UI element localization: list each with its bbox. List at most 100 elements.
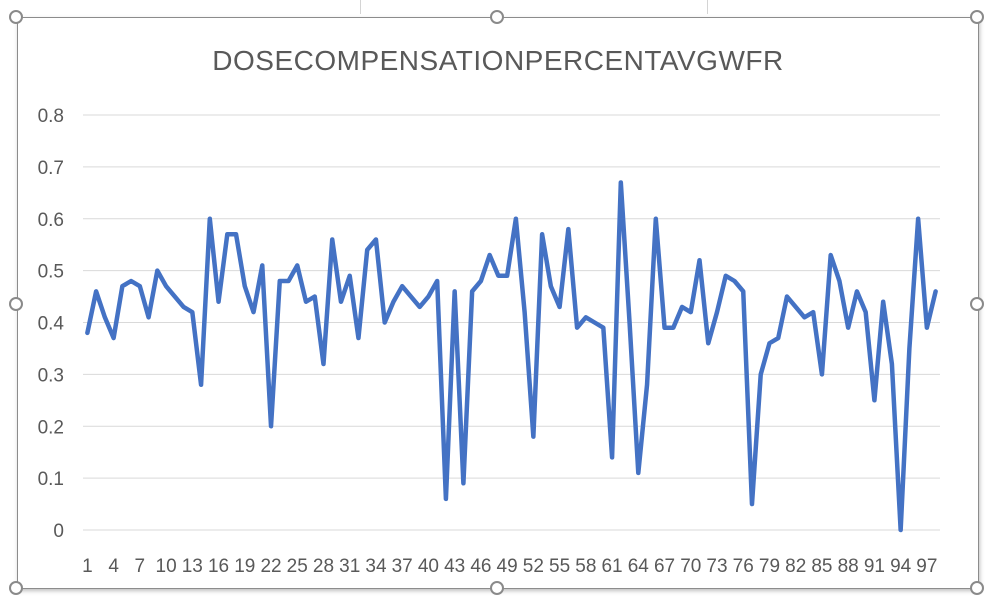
data-point[interactable] [872, 398, 876, 402]
data-point[interactable] [864, 310, 868, 314]
data-point[interactable] [243, 284, 247, 288]
data-point[interactable] [348, 274, 352, 278]
chart-area[interactable]: DOSECOMPENSATIONPERCENTAVGWFR 0 0.1 0.2 0.3… [17, 17, 979, 589]
data-point[interactable] [706, 341, 710, 345]
data-point[interactable] [549, 284, 553, 288]
data-point[interactable] [400, 284, 404, 288]
series-line[interactable] [85, 180, 938, 533]
data-point[interactable] [287, 279, 291, 283]
data-point[interactable] [680, 305, 684, 309]
data-point[interactable] [479, 279, 483, 283]
data-point[interactable] [558, 305, 562, 309]
data-point[interactable] [418, 305, 422, 309]
data-point[interactable] [654, 217, 658, 221]
data-point[interactable] [269, 424, 273, 428]
data-point[interactable] [321, 362, 325, 366]
data-point[interactable] [829, 253, 833, 257]
data-point[interactable] [732, 279, 736, 283]
data-point[interactable] [365, 248, 369, 252]
data-point[interactable] [278, 279, 282, 283]
data-point[interactable] [584, 315, 588, 319]
data-point[interactable] [776, 336, 780, 340]
data-point[interactable] [234, 232, 238, 236]
data-point[interactable] [767, 341, 771, 345]
data-point[interactable] [698, 258, 702, 262]
data-point[interactable] [531, 435, 535, 439]
data-point[interactable] [741, 289, 745, 293]
data-point[interactable] [523, 310, 527, 314]
data-point[interactable] [444, 497, 448, 501]
data-point[interactable] [426, 295, 430, 299]
data-point[interactable] [496, 274, 500, 278]
data-point[interactable] [750, 502, 754, 506]
data-point[interactable] [252, 310, 256, 314]
data-point[interactable] [435, 279, 439, 283]
data-point[interactable] [724, 274, 728, 278]
data-point[interactable] [313, 295, 317, 299]
resize-handle-top[interactable] [490, 10, 504, 24]
data-point[interactable] [837, 279, 841, 283]
data-point[interactable] [225, 232, 229, 236]
data-point[interactable] [802, 315, 806, 319]
resize-handle-top-left[interactable] [9, 10, 23, 24]
data-point[interactable] [155, 269, 159, 273]
data-point[interactable] [374, 238, 378, 242]
data-point[interactable] [356, 336, 360, 340]
data-point[interactable] [295, 263, 299, 267]
data-point[interactable] [182, 305, 186, 309]
data-point[interactable] [112, 336, 116, 340]
data-point[interactable] [907, 346, 911, 350]
data-point[interactable] [339, 300, 343, 304]
resize-handle-right[interactable] [970, 297, 984, 311]
resize-handle-bottom[interactable] [490, 581, 504, 595]
data-point[interactable] [628, 321, 632, 325]
data-point[interactable] [811, 310, 815, 314]
data-point[interactable] [540, 232, 544, 236]
data-point[interactable] [663, 326, 667, 330]
chart-title[interactable]: DOSECOMPENSATIONPERCENTAVGWFR [212, 45, 783, 76]
data-point[interactable] [671, 326, 675, 330]
data-point[interactable] [138, 284, 142, 288]
resize-handle-bottom-left[interactable] [9, 581, 23, 595]
data-point[interactable] [173, 295, 177, 299]
data-point[interactable] [645, 383, 649, 387]
data-point[interactable] [820, 372, 824, 376]
resize-handle-bottom-right[interactable] [970, 581, 984, 595]
data-point[interactable] [129, 279, 133, 283]
data-point[interactable] [453, 289, 457, 293]
data-point[interactable] [593, 321, 597, 325]
data-point[interactable] [636, 471, 640, 475]
data-point[interactable] [505, 274, 509, 278]
data-point[interactable] [164, 284, 168, 288]
data-point[interactable] [391, 300, 395, 304]
data-point[interactable] [461, 481, 465, 485]
data-point[interactable] [619, 180, 623, 184]
data-point[interactable] [260, 263, 264, 267]
data-point[interactable] [846, 326, 850, 330]
data-point[interactable] [881, 300, 885, 304]
data-point[interactable] [925, 326, 929, 330]
data-point[interactable] [208, 217, 212, 221]
data-point[interactable] [120, 284, 124, 288]
data-point[interactable] [566, 227, 570, 231]
data-point[interactable] [217, 300, 221, 304]
resize-handle-left[interactable] [9, 297, 23, 311]
data-point[interactable] [514, 217, 518, 221]
data-point[interactable] [689, 310, 693, 314]
data-point[interactable] [190, 310, 194, 314]
data-point[interactable] [610, 455, 614, 459]
data-point[interactable] [85, 331, 89, 335]
data-point[interactable] [383, 321, 387, 325]
data-point[interactable] [916, 217, 920, 221]
data-point[interactable] [899, 528, 903, 532]
data-point[interactable] [890, 362, 894, 366]
data-point[interactable] [470, 289, 474, 293]
data-point[interactable] [330, 238, 334, 242]
data-point[interactable] [855, 289, 859, 293]
data-point[interactable] [934, 289, 938, 293]
data-point[interactable] [575, 326, 579, 330]
resize-handle-top-right[interactable] [970, 10, 984, 24]
data-point[interactable] [103, 315, 107, 319]
data-point[interactable] [409, 295, 413, 299]
data-point[interactable] [794, 305, 798, 309]
